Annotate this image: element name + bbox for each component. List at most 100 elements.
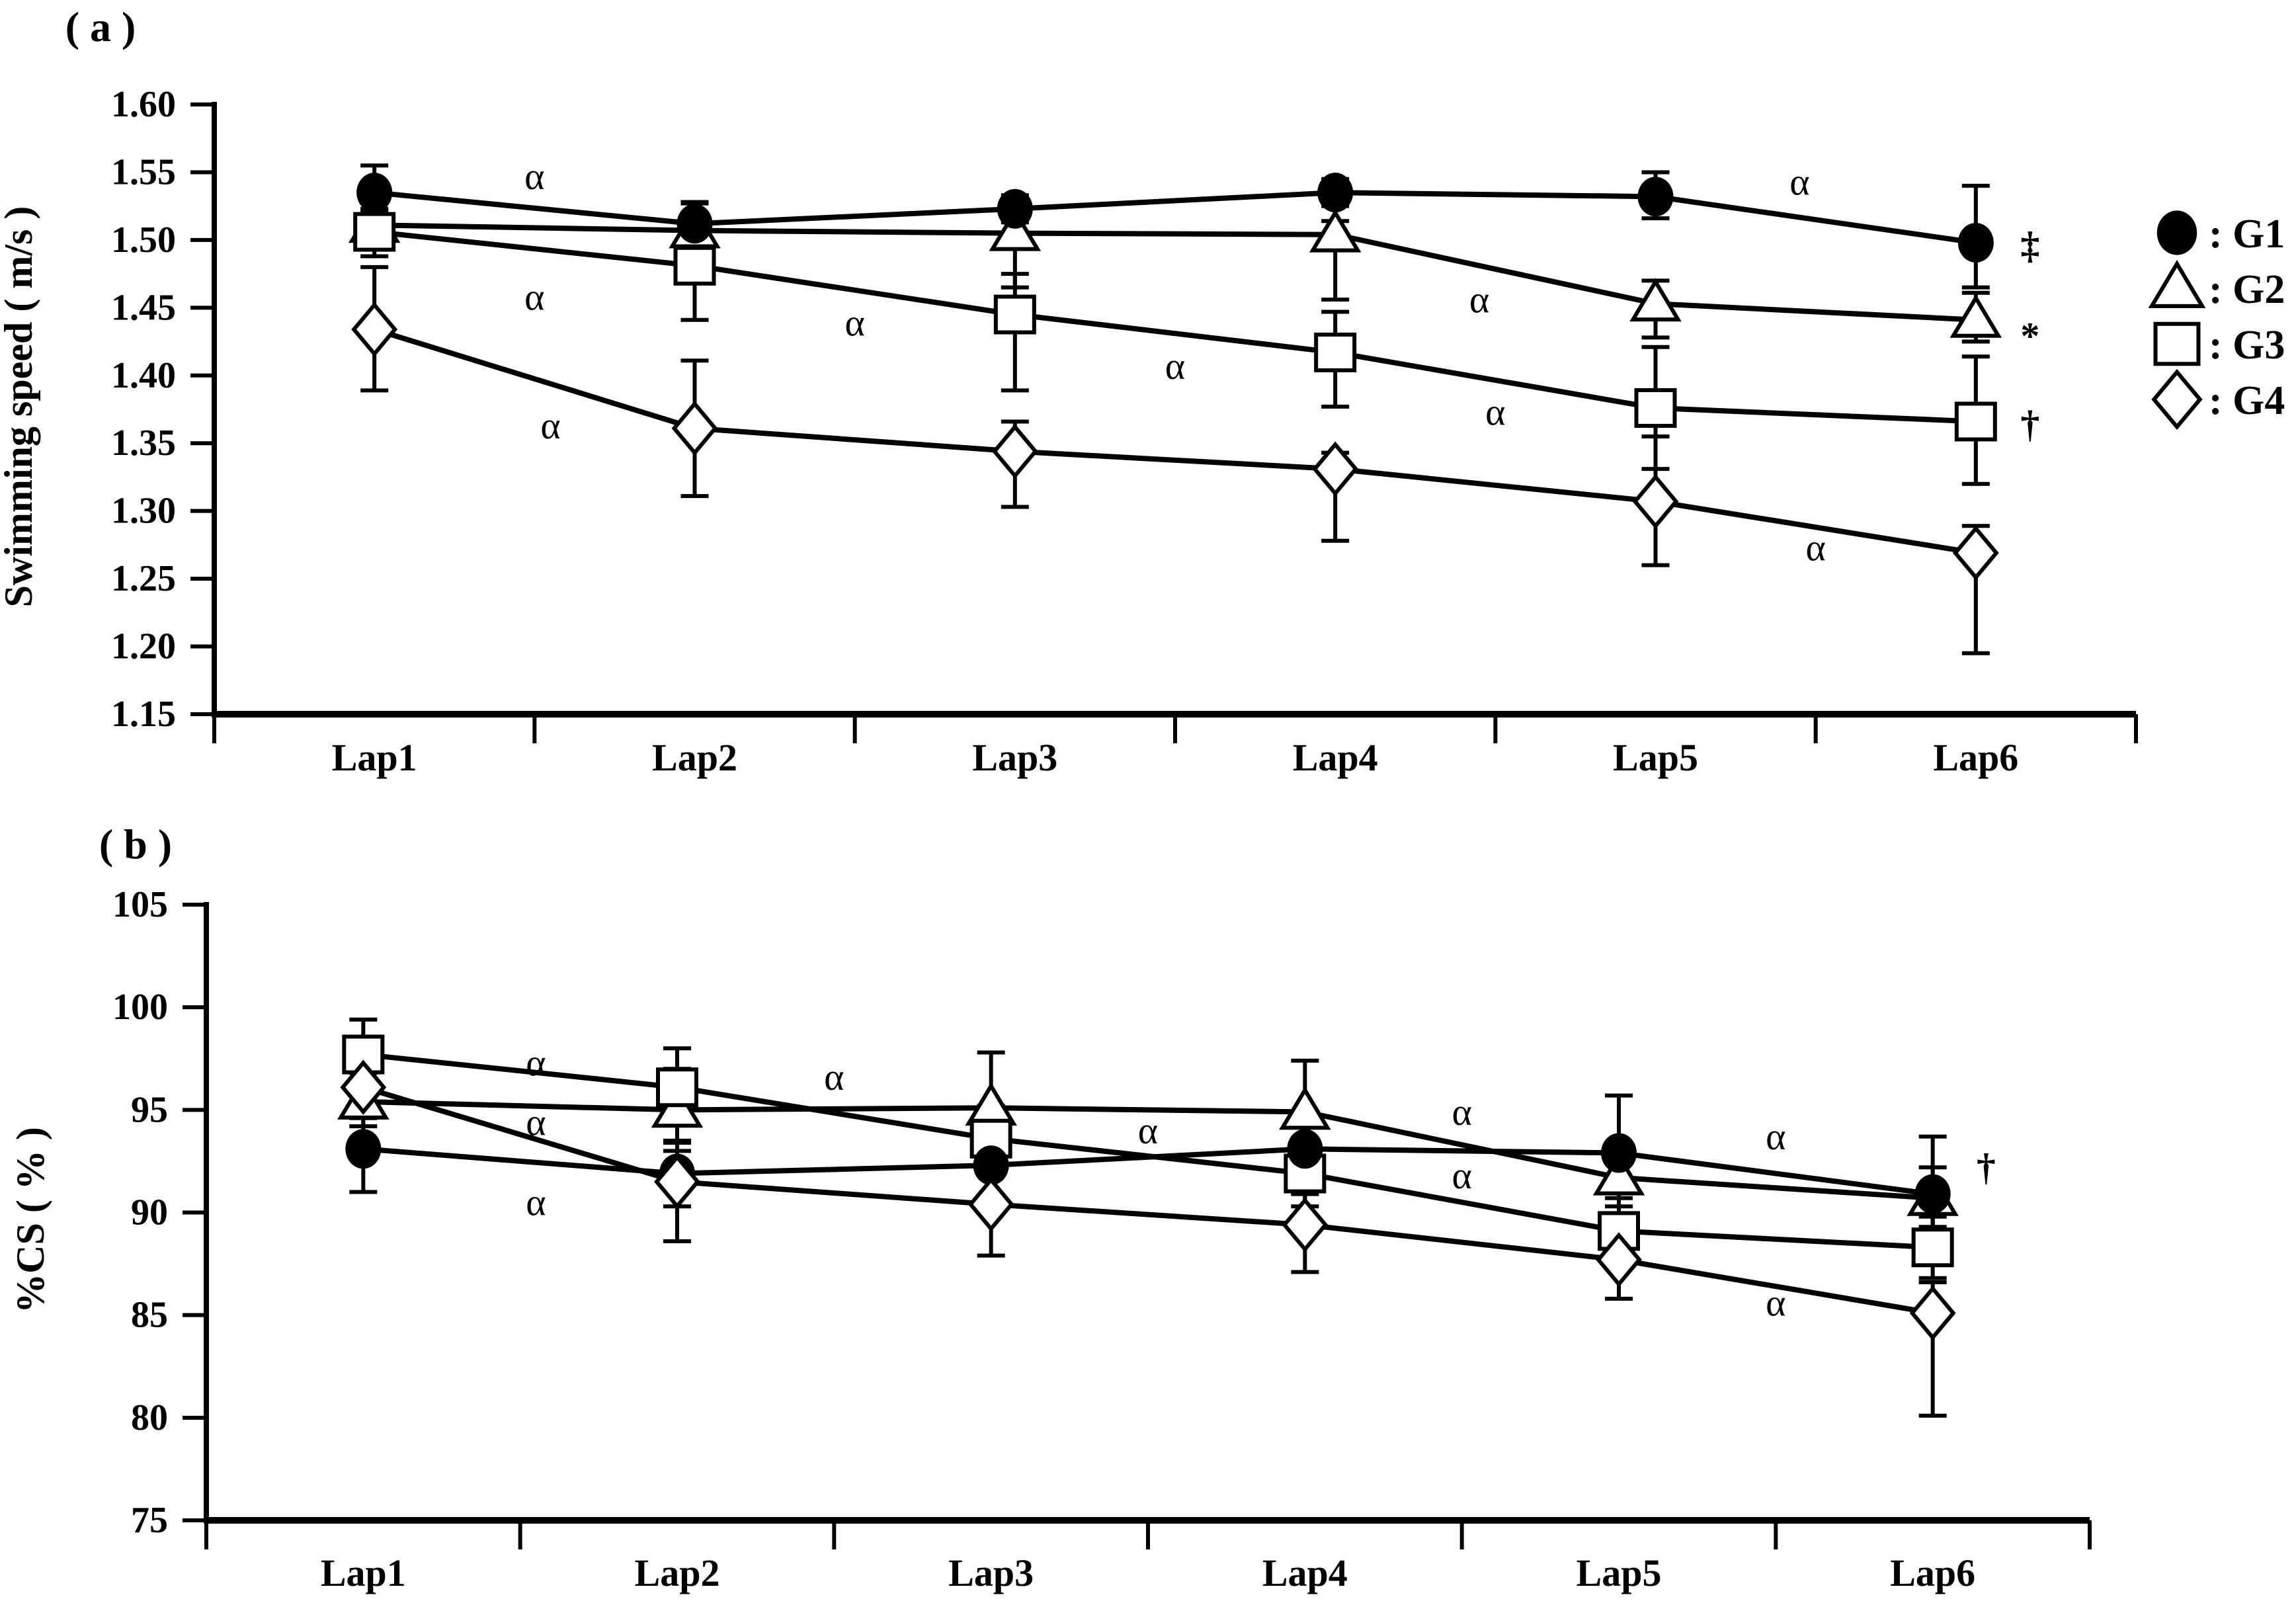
marker-open-diamond-G4 (991, 423, 1038, 479)
panel-b-plot: 105 100 95 90 85 80 75 Lap1 Lap2 Lap3 Lap4 Lap5 Lap6… (112, 884, 2092, 1594)
marker-filled-circle-G1 (997, 188, 1033, 229)
marker-open-triangle-G2 (989, 207, 1042, 251)
marker-open-diamond-G4 (351, 302, 398, 357)
y-tick-label: 1.20 (111, 626, 176, 667)
series-line-G1 (363, 1146, 1934, 1197)
legend-open-square (2153, 321, 2201, 366)
y-tick-label: 100 (112, 987, 168, 1028)
marker-open-diamond-G4 (1312, 441, 1359, 497)
marker-open-triangle-G2 (965, 1082, 1017, 1126)
marker-open-diamond-G4 (967, 1176, 1014, 1232)
alpha-annotation: α (526, 1041, 546, 1084)
y-tick-label: 1.45 (111, 287, 176, 328)
series-line-G2 (363, 1098, 1933, 1201)
alpha-annotation: α (1452, 1154, 1471, 1197)
legend-open-triangle (2148, 260, 2206, 308)
marker-open-diamond-G4 (654, 1154, 700, 1210)
legend: : G1: G2: G3: G4 (2148, 210, 2285, 431)
alpha-annotation: α (824, 1055, 844, 1098)
marker-open-diamond-G4 (1952, 525, 1999, 581)
marker-open-triangle-G2 (1949, 294, 2002, 338)
y-tick-label: 85 (131, 1295, 168, 1336)
legend-label: : G3 (2209, 323, 2285, 368)
y-tick-label: 1.25 (111, 558, 176, 599)
x-category-label: Lap1 (321, 1551, 406, 1594)
x-category-label: Lap2 (652, 736, 737, 779)
alpha-annotation: α (1452, 1090, 1471, 1133)
alpha-annotation: α (1766, 1282, 1785, 1325)
x-category-label: Lap5 (1613, 736, 1698, 779)
alpha-annotation: α (540, 404, 560, 447)
marker-filled-circle-G1 (676, 204, 713, 244)
marker-open-square-G3 (1954, 401, 1997, 442)
legend-label: : G4 (2209, 378, 2285, 423)
alpha-annotation: α (1766, 1115, 1785, 1158)
marker-filled-circle-G1 (1601, 1133, 1637, 1173)
marker-filled-circle-G1 (345, 1129, 382, 1169)
panel-b-label: ( b ) (99, 821, 172, 868)
marker-filled-circle-G1 (1957, 222, 1994, 263)
x-category-label: Lap6 (1933, 736, 2018, 779)
series-line-G4 (373, 327, 1977, 556)
marker-open-triangle-G2 (1592, 1151, 1645, 1196)
x-category-label: Lap6 (1890, 1551, 1975, 1594)
significance-marker-G3: † (2020, 403, 2039, 446)
alpha-annotation: α (844, 301, 864, 344)
marker-open-square-G3 (993, 294, 1036, 335)
legend-label: : G2 (2209, 267, 2285, 312)
y-tick-label: 105 (112, 884, 168, 925)
alpha-annotation: α (1485, 391, 1505, 434)
alpha-annotation: α (526, 1100, 546, 1143)
x-category-label: Lap5 (1577, 1551, 1662, 1594)
y-tick-label: 1.30 (111, 491, 176, 532)
legend-filled-circle (2156, 210, 2197, 255)
marker-open-diamond-G4 (1282, 1197, 1329, 1253)
y-tick-label: 1.60 (111, 84, 176, 125)
y-tick-label: 75 (131, 1500, 168, 1541)
marker-open-triangle-G2 (1279, 1086, 1331, 1130)
y-tick-label: 1.55 (111, 151, 176, 192)
alpha-annotation: α (524, 275, 544, 318)
marker-open-diamond-G4 (671, 401, 718, 456)
y-tick-label: 1.40 (111, 355, 176, 396)
significance-marker-G2: * (2020, 314, 2039, 357)
marker-open-triangle-G2 (1309, 208, 1362, 253)
alpha-annotation: α (526, 1180, 546, 1223)
marker-open-diamond-G4 (1596, 1232, 1642, 1288)
x-category-label: Lap3 (972, 736, 1057, 779)
alpha-annotation: α (1469, 278, 1489, 321)
marker-open-diamond-G4 (1909, 1285, 1956, 1341)
alpha-annotation: α (1789, 160, 1809, 203)
series-line-G1 (374, 190, 1977, 245)
alpha-annotation: α (1805, 526, 1825, 569)
x-category-label: Lap4 (1262, 1551, 1348, 1594)
panel-a-y-axis-title: Swimming speed ( m/s ) (0, 206, 40, 608)
panel-a-label: ( a ) (65, 3, 136, 50)
y-tick-label: 1.15 (111, 694, 176, 735)
legend-open-diamond (2151, 368, 2203, 431)
marker-open-diamond-G4 (340, 1059, 387, 1115)
x-category-label: Lap4 (1293, 736, 1378, 779)
marker-open-square-G3 (1314, 332, 1357, 372)
marker-filled-circle-G1 (1317, 173, 1354, 213)
marker-open-triangle-G2 (1629, 278, 1682, 322)
marker-filled-circle-G1 (1914, 1174, 1951, 1214)
alpha-annotation: α (524, 155, 544, 198)
marker-open-square-G3 (673, 245, 716, 286)
marker-filled-circle-G1 (973, 1145, 1009, 1186)
y-tick-label: 1.50 (111, 220, 176, 261)
y-tick-label: 90 (131, 1192, 168, 1233)
marker-filled-circle-G1 (1287, 1129, 1323, 1169)
x-category-label: Lap2 (635, 1551, 720, 1594)
significance-marker-G1: ‡ (2020, 224, 2039, 267)
marker-open-diamond-G4 (1632, 473, 1679, 529)
marker-filled-circle-G1 (356, 173, 393, 213)
marker-open-square-G3 (1911, 1227, 1954, 1268)
panel-a-plot: 1.60 1.55 1.50 1.45 1.40 1.35 1.30 1.25 1.20 1.15… (111, 84, 2138, 779)
series-line-G2 (374, 222, 1977, 323)
marker-filled-circle-G1 (1637, 177, 1674, 217)
series-line-G4 (362, 1085, 1934, 1316)
marker-open-square-G3 (656, 1067, 698, 1108)
x-category-label: Lap3 (948, 1551, 1034, 1594)
